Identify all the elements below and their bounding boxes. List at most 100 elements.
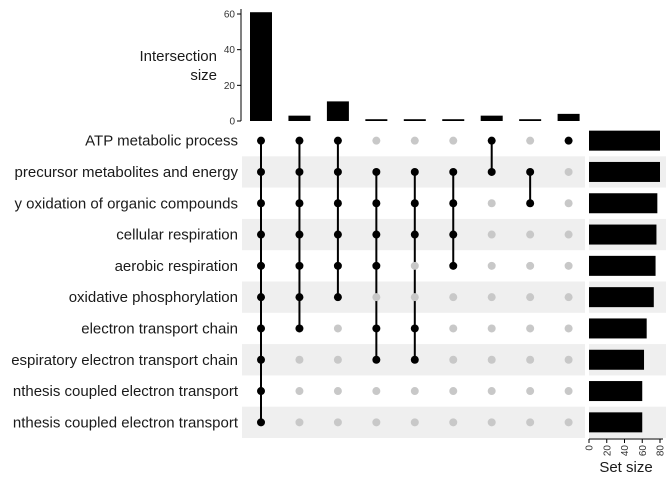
matrix-dot-active: [487, 136, 496, 145]
matrix-dot-active: [449, 199, 458, 208]
matrix-dot-inactive: [564, 199, 573, 208]
matrix-dot-inactive: [333, 418, 342, 427]
matrix-dot-active: [257, 136, 265, 145]
matrix-dot-inactive: [564, 418, 573, 427]
intersection-bar: [403, 119, 426, 121]
set-size-axis: Set size 0 20 40 60 80: [585, 438, 667, 476]
matrix-dot-active: [257, 230, 265, 239]
matrix-dot-active: [333, 136, 342, 145]
matrix-dot-active: [257, 355, 265, 364]
intersection-axis-title-line-2: size: [190, 67, 217, 84]
matrix-dot-inactive: [487, 230, 496, 239]
intersection-bars: [250, 12, 580, 121]
matrix-dot-active: [295, 261, 304, 270]
matrix-dot-active: [257, 261, 265, 270]
set-size-bar: [589, 381, 643, 402]
matrix-dot-inactive: [487, 324, 496, 333]
intersection-size-axis: Intersection size 0 20 40 60: [139, 9, 242, 128]
set-labels: ATP metabolic process precursor metabolit…: [11, 133, 239, 432]
matrix-dot-inactive: [449, 293, 458, 302]
matrix-dot-active: [333, 261, 342, 270]
matrix-dot-active: [295, 324, 304, 333]
matrix-dot-inactive: [564, 324, 573, 333]
matrix-dot-inactive: [372, 293, 381, 302]
matrix-dot-active: [410, 355, 419, 364]
matrix-dot-active: [449, 230, 458, 239]
set-size-bar: [589, 255, 656, 276]
matrix-dot-inactive: [564, 387, 573, 396]
matrix-dot-active: [410, 167, 419, 176]
matrix-dot-active: [333, 167, 342, 176]
matrix-dot-active: [295, 136, 304, 145]
set-label: espiratory electron transport chain: [11, 352, 238, 369]
matrix-dot-inactive: [295, 418, 304, 427]
set-size-axis-tick-label: 0: [585, 445, 596, 451]
set-label: oxidative phosphorylation: [69, 289, 238, 306]
matrix-dot-active: [333, 199, 342, 208]
matrix-dot-inactive: [526, 418, 535, 427]
intersection-axis-tick-label: 40: [224, 45, 236, 56]
matrix-dot-inactive: [410, 418, 419, 427]
matrix-dot-inactive: [564, 230, 573, 239]
matrix-dot-inactive: [564, 261, 573, 270]
matrix-dot-active: [449, 261, 458, 270]
set-size-axis-tick-label: 40: [620, 445, 631, 457]
set-label: y oxidation of organic compounds: [15, 195, 238, 212]
matrix-dot-inactive: [487, 261, 496, 270]
matrix-dot-inactive: [372, 136, 381, 145]
intersection-bar: [480, 115, 503, 121]
matrix-dot-inactive: [564, 167, 573, 176]
matrix-dot-inactive: [410, 387, 419, 396]
matrix-dot-active: [257, 418, 265, 427]
intersection-axis-tick-label: 60: [224, 10, 236, 21]
matrix-dot-active: [410, 324, 419, 333]
matrix-dot-inactive: [526, 136, 535, 145]
matrix-dot-active: [372, 261, 381, 270]
matrix-dot-active: [333, 293, 342, 302]
set-size-bar: [589, 287, 654, 308]
matrix-dot-active: [526, 167, 535, 176]
set-size-bar: [589, 349, 645, 370]
matrix-dot-active: [526, 199, 535, 208]
matrix-dot-active: [257, 167, 265, 176]
set-size-bar: [589, 224, 657, 245]
matrix-dot-active: [295, 199, 304, 208]
set-label: precursor metabolites and energy: [15, 164, 239, 181]
matrix-dot-active: [410, 230, 419, 239]
matrix-dot-inactive: [487, 293, 496, 302]
intersection-matrix: [257, 136, 573, 427]
matrix-dot-inactive: [526, 293, 535, 302]
matrix-dot-inactive: [526, 387, 535, 396]
matrix-dot-inactive: [449, 324, 458, 333]
set-size-axis-tick-label: 60: [638, 445, 649, 457]
matrix-dot-inactive: [487, 199, 496, 208]
matrix-dot-inactive: [526, 261, 535, 270]
matrix-dot-active: [257, 199, 265, 208]
matrix-dot-inactive: [487, 387, 496, 396]
matrix-dot-inactive: [449, 355, 458, 364]
matrix-dot-active: [410, 199, 419, 208]
matrix-dot-inactive: [564, 293, 573, 302]
matrix-dot-inactive: [449, 418, 458, 427]
matrix-dot-inactive: [449, 136, 458, 145]
matrix-dot-inactive: [487, 355, 496, 364]
set-size-bar: [589, 130, 660, 151]
matrix-dot-inactive: [295, 355, 304, 364]
intersection-axis-tick-label: 20: [224, 81, 236, 92]
matrix-dot-active: [372, 167, 381, 176]
set-size-bar: [589, 412, 643, 433]
matrix-dot-inactive: [487, 418, 496, 427]
matrix-dot-inactive: [526, 324, 535, 333]
matrix-dot-active: [372, 324, 381, 333]
set-size-axis-tick-label: 20: [602, 445, 613, 457]
matrix-dot-inactive: [410, 261, 419, 270]
set-size-bar: [589, 193, 658, 214]
matrix-dot-active: [372, 199, 381, 208]
intersection-bar: [519, 119, 542, 121]
matrix-dot-active: [487, 167, 496, 176]
matrix-dot-active: [333, 230, 342, 239]
set-size-bar: [589, 161, 660, 182]
intersection-axis-tick-label: 0: [229, 117, 235, 128]
set-label: cellular respiration: [116, 227, 238, 244]
